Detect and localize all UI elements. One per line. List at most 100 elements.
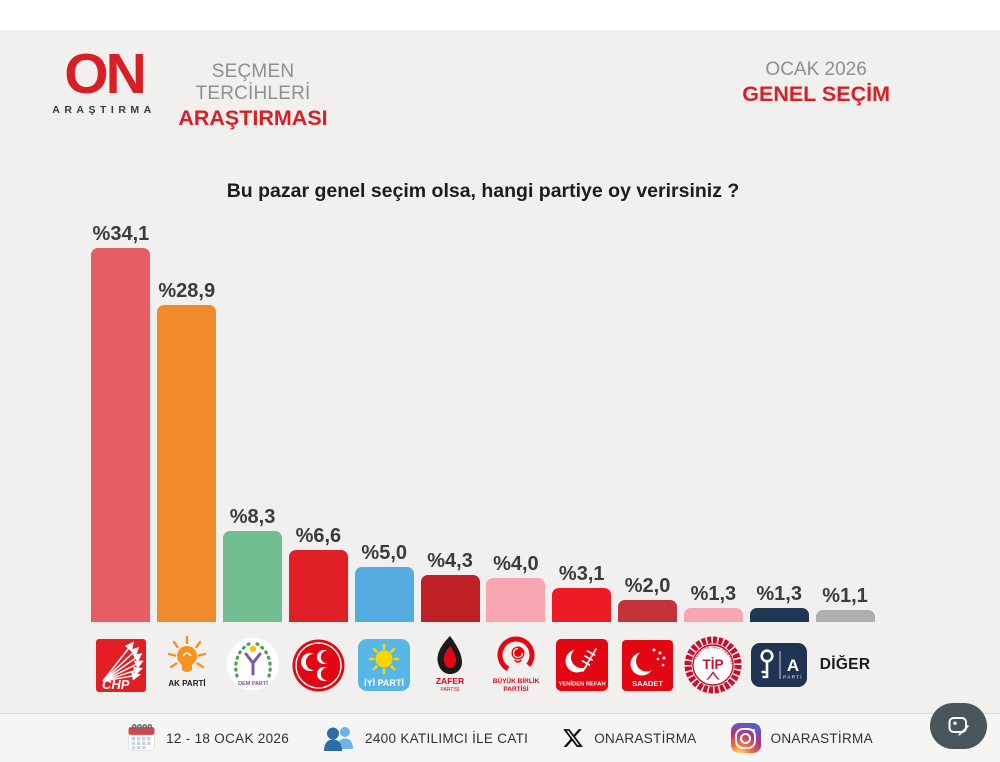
buyuk-birlik-partisi-logo-icon: BÜYÜK BİRLİK PARTİSİ [493, 636, 540, 693]
svg-text:PARTİSİ: PARTİSİ [503, 685, 528, 693]
value-label: %1,1 [822, 585, 868, 607]
yeniden-refah-logo-icon: YENİDEN REFAH [555, 639, 608, 691]
value-label: %5,0 [361, 542, 408, 564]
bar-column-anahtar-parti: %1,3 [746, 222, 812, 622]
saadet-logo-icon: SAADET [622, 639, 674, 691]
bar-column-saadet: %2,0 [615, 222, 681, 622]
chp-logo: CHP [88, 628, 154, 702]
bar-chart: %34,1 %28,9 %8,3 %6,6 %5,0 %4,3 %4,0 %3 [88, 222, 878, 622]
bar-mhp [288, 550, 348, 622]
svg-text:İYİ PARTİ: İYİ PARTİ [364, 678, 404, 688]
diger-category: DİĞER [812, 628, 878, 702]
ak-parti-logo: AK PARTİ [154, 628, 220, 702]
tip-logo: TÜRKİYE İŞÇİ PARTİSİ TİP [680, 628, 746, 702]
on-arastirma-logo: ON ARAŞTIRMA [48, 42, 160, 117]
svg-text:DEM PARTİ: DEM PARTİ [238, 680, 268, 687]
svg-text:AK PARTİ: AK PARTİ [168, 679, 205, 688]
bar-chp [91, 248, 151, 622]
bar-column-dem-parti: %8,3 [220, 222, 286, 622]
bar-column-zafer: %4,3 [417, 222, 483, 622]
value-label: %1,3 [690, 583, 737, 605]
top-margin [0, 0, 1000, 30]
survey-tagline: SEÇMEN TERCİHLERİ ARAŞTIRMASI [158, 61, 348, 131]
yeniden-refah-logo: YENİDEN REFAH [549, 628, 615, 702]
value-label: %1,3 [756, 583, 802, 605]
footer-date-group: 12 - 18 OCAK 2026 [127, 723, 289, 754]
logo-wordmark: ON [64, 42, 147, 106]
dem-parti-logo-icon: DEM PARTİ [226, 638, 279, 690]
image-edit-icon [948, 717, 969, 736]
tip-logo-icon: TÜRKİYE İŞÇİ PARTİSİ TİP [684, 636, 742, 694]
bar-yeniden-refah [552, 588, 612, 622]
bar-column-tip: %1,3 [680, 222, 746, 622]
x-handle[interactable]: ONARASTİRMA [594, 730, 697, 746]
participants-icon [324, 727, 354, 751]
bar-column-chp: %34,1 [88, 222, 154, 622]
edition-month: OCAK 2026 [765, 59, 867, 80]
zafer-partisi-logo-icon: ZAFER PARTİSİ [436, 636, 464, 693]
x-twitter-icon [563, 729, 584, 747]
edition-type: GENEL SEÇİM [742, 82, 890, 106]
bar-column-mhp: %6,6 [285, 222, 351, 622]
anahtar-parti-logo-icon: A PARTİ [751, 643, 808, 687]
bar-anahtar-parti [749, 608, 809, 622]
ak-parti-logo-icon: AK PARTİ [167, 635, 206, 688]
footer-x-group[interactable]: ONARASTİRMA [562, 727, 696, 749]
dem-parti-logo: DEM PARTİ [220, 628, 286, 702]
iyi-parti-logo-icon: İYİ PARTİ [358, 639, 411, 691]
tagline-line1: SEÇMEN TERCİHLERİ [195, 61, 311, 104]
footer-bar: 12 - 18 OCAK 2026 2400 KATILIMCI İLE CAT… [0, 713, 1000, 762]
bar-column-ak-parti: %28,9 [154, 222, 220, 622]
svg-text:PARTİSİ: PARTİSİ [441, 686, 460, 693]
survey-date-range: 12 - 18 OCAK 2026 [166, 730, 290, 746]
value-label: %8,3 [229, 506, 276, 528]
bar-column-diger: %1,1 [812, 222, 878, 622]
bar-tip [683, 608, 743, 622]
bar-dem-parti [223, 531, 283, 622]
value-label: %2,0 [624, 575, 671, 597]
mhp-logo [285, 628, 351, 702]
footer-instagram-group[interactable]: ONARASTİRMA [730, 723, 873, 753]
chart-title: Bu pazar genel seçim olsa, hangi partiye… [226, 180, 740, 202]
edition-label: OCAK 2026 GENEL SEÇİM [742, 59, 890, 107]
footer-sample-group: 2400 KATILIMCI İLE CATI [323, 724, 528, 752]
bar-ak-parti [157, 305, 217, 622]
saadet-logo: SAADET [615, 628, 681, 702]
svg-text:ZAFER: ZAFER [436, 676, 464, 686]
image-edit-button[interactable] [930, 703, 987, 749]
instagram-handle[interactable]: ONARASTİRMA [770, 730, 873, 746]
svg-text:SAADET: SAADET [632, 679, 663, 688]
bar-column-yeniden-refah: %3,1 [549, 222, 615, 622]
iyi-parti-logo: İYİ PARTİ [351, 628, 417, 702]
sample-size-text: 2400 KATILIMCI İLE CATI [365, 730, 529, 746]
svg-text:PARTİ: PARTİ [783, 674, 803, 681]
chp-logo-icon: CHP [95, 638, 146, 692]
value-label: %28,9 [158, 280, 216, 302]
logo-subtitle: ARAŞTIRMA [52, 104, 156, 116]
party-logo-row: CHP AK PARTİ [88, 628, 878, 702]
bar-diger [815, 610, 875, 622]
instagram-icon [730, 723, 761, 753]
tagline-line2: ARAŞTIRMASI [178, 106, 328, 130]
svg-text:A: A [787, 656, 799, 675]
svg-text:YENİDEN REFAH: YENİDEN REFAH [558, 681, 605, 688]
poll-infographic: ON ARAŞTIRMA SEÇMEN TERCİHLERİ ARAŞTIRMA… [0, 30, 1000, 713]
zafer-partisi-logo: ZAFER PARTİSİ [417, 628, 483, 702]
bar-column-bbp: %4,0 [483, 222, 549, 622]
value-label: %6,6 [295, 525, 342, 547]
value-label: %34,1 [92, 223, 150, 245]
value-label: %4,3 [427, 550, 473, 572]
svg-text:TİP: TİP [703, 657, 724, 672]
mhp-logo-icon [292, 639, 345, 691]
bar-saadet [618, 600, 678, 622]
bar-column-iyi-parti: %5,0 [351, 222, 417, 622]
bar-zafer [420, 575, 480, 622]
bar-iyi-parti [354, 567, 414, 622]
value-label: %4,0 [493, 553, 539, 575]
value-label: %3,1 [558, 563, 605, 585]
anahtar-parti-logo: A PARTİ [746, 628, 812, 702]
calendar-icon [128, 723, 155, 751]
bar-bbp [486, 578, 546, 622]
svg-text:CHP: CHP [102, 677, 130, 692]
svg-text:BÜYÜK BİRLİK: BÜYÜK BİRLİK [493, 676, 540, 685]
